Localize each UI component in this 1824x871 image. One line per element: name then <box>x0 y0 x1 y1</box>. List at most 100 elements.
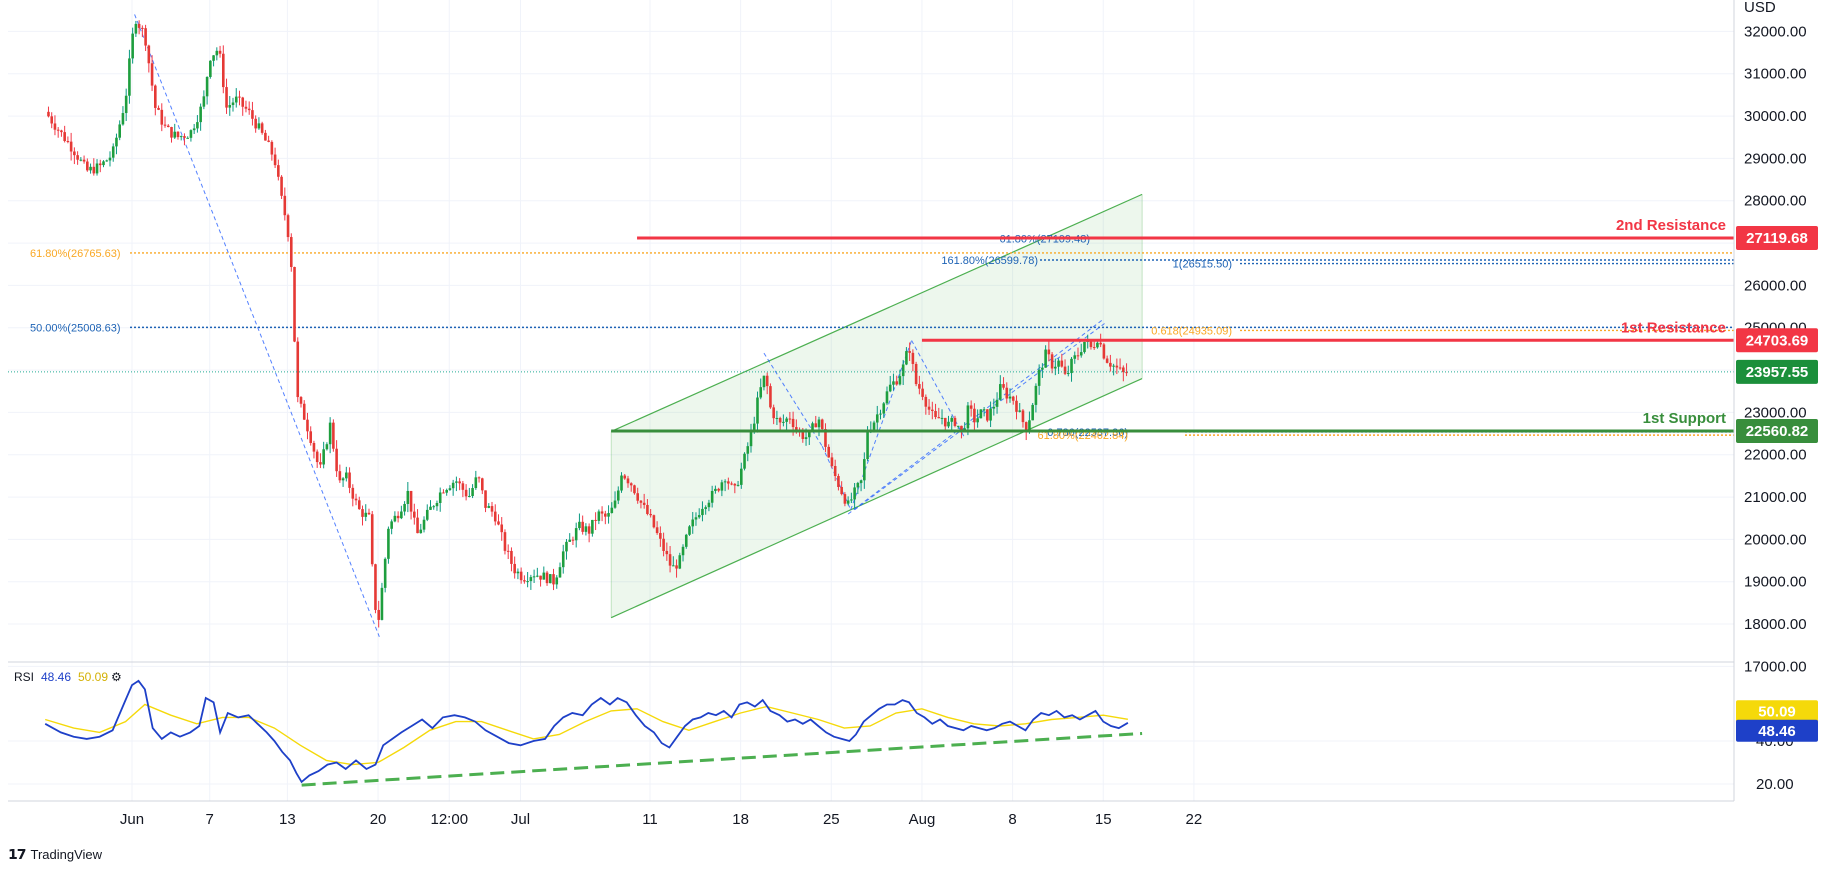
candle-body[interactable] <box>759 387 763 398</box>
candle-body[interactable] <box>937 417 941 419</box>
candle-body[interactable] <box>837 476 840 487</box>
candle-body[interactable] <box>1008 396 1012 399</box>
candle-body[interactable] <box>1089 340 1093 348</box>
candle-body[interactable] <box>704 507 707 509</box>
candle-body[interactable] <box>374 564 377 610</box>
candle-body[interactable] <box>277 165 280 177</box>
candle-body[interactable] <box>490 506 494 512</box>
candle-body[interactable] <box>225 87 228 108</box>
ascending-channel[interactable] <box>610 193 1143 619</box>
candle-body[interactable] <box>743 453 746 469</box>
candle-body[interactable] <box>626 478 630 484</box>
candle-body[interactable] <box>435 502 439 507</box>
candle-body[interactable] <box>1099 342 1102 345</box>
candle-body[interactable] <box>79 159 83 161</box>
candle-body[interactable] <box>830 457 834 467</box>
candle-body[interactable] <box>921 388 924 397</box>
candle-body[interactable] <box>607 513 610 517</box>
candle-body[interactable] <box>885 391 889 404</box>
candle-body[interactable] <box>438 492 442 503</box>
candle-body[interactable] <box>866 430 869 460</box>
candle-body[interactable] <box>668 554 672 566</box>
candle-body[interactable] <box>529 577 533 582</box>
candle-body[interactable] <box>749 431 753 447</box>
candle-body[interactable] <box>387 528 390 559</box>
candle-body[interactable] <box>639 500 643 503</box>
rsi-value-badge-bg[interactable] <box>1736 700 1818 723</box>
candle-body[interactable] <box>901 364 905 377</box>
candle-body[interactable] <box>519 571 523 581</box>
price-pane[interactable]: 61.80%(26765.63) 50.00%(25008.63) 61.80%(2… <box>8 0 1734 801</box>
candle-body[interactable] <box>228 105 232 108</box>
candle-body[interactable] <box>982 409 986 411</box>
candle-body[interactable] <box>154 85 157 108</box>
candle-body[interactable] <box>209 60 212 77</box>
candle-body[interactable] <box>778 417 782 423</box>
candle-body[interactable] <box>400 511 403 519</box>
candle-body[interactable] <box>328 422 332 445</box>
candle-body[interactable] <box>1063 366 1067 374</box>
candle-body[interactable] <box>1122 367 1125 373</box>
candle-body[interactable] <box>1057 360 1060 367</box>
candle-body[interactable] <box>189 130 193 138</box>
candle-body[interactable] <box>678 555 682 569</box>
rsi-trendline[interactable] <box>301 731 1143 787</box>
candle-body[interactable] <box>234 96 238 103</box>
channel-upper-line[interactable] <box>610 193 1143 432</box>
candle-body[interactable] <box>697 515 701 518</box>
candle-body[interactable] <box>565 541 568 552</box>
candle-body[interactable] <box>82 159 86 162</box>
candle-body[interactable] <box>396 515 400 519</box>
candle-body[interactable] <box>464 489 468 497</box>
candle-body[interactable] <box>963 428 966 431</box>
candle-body[interactable] <box>458 481 461 484</box>
candle-body[interactable] <box>1002 384 1005 388</box>
candle-body[interactable] <box>351 487 355 499</box>
candle-body[interactable] <box>1083 341 1086 353</box>
candle-body[interactable] <box>89 166 92 171</box>
candle-body[interactable] <box>879 413 882 415</box>
candle-body[interactable] <box>591 519 594 534</box>
candle-body[interactable] <box>795 427 798 430</box>
candle-body[interactable] <box>986 409 989 421</box>
candle-body[interactable] <box>267 140 270 142</box>
candle-body[interactable] <box>875 414 879 423</box>
candle-body[interactable] <box>992 406 996 409</box>
candle-body[interactable] <box>872 422 876 430</box>
candle-body[interactable] <box>183 136 186 138</box>
candle-body[interactable] <box>791 418 795 428</box>
candle-body[interactable] <box>425 509 429 520</box>
brand[interactable]: 𝟭𝟳 TradingView <box>8 846 102 863</box>
candle-body[interactable] <box>526 581 529 583</box>
candle-body[interactable] <box>998 384 1002 400</box>
candle-body[interactable] <box>150 63 154 86</box>
candle-body[interactable] <box>1092 347 1096 349</box>
candle-body[interactable] <box>765 375 769 387</box>
candle-body[interactable] <box>820 419 824 430</box>
candle-body[interactable] <box>299 397 303 404</box>
candle-body[interactable] <box>811 423 814 431</box>
rsi-ma-line[interactable] <box>44 703 1129 766</box>
candle-body[interactable] <box>646 504 649 514</box>
candle-body[interactable] <box>361 509 364 517</box>
candle-body[interactable] <box>345 472 348 479</box>
candle-body[interactable] <box>931 409 934 411</box>
candle-body[interactable] <box>302 403 306 420</box>
candle-body[interactable] <box>309 431 313 443</box>
candle-body[interactable] <box>513 563 516 574</box>
candle-body[interactable] <box>121 113 125 125</box>
candle-body[interactable] <box>244 106 248 109</box>
candle-body[interactable] <box>270 141 274 155</box>
candle-body[interactable] <box>714 488 717 491</box>
candle-body[interactable] <box>924 396 928 407</box>
candle-body[interactable] <box>416 517 419 534</box>
candle-body[interactable] <box>348 472 351 488</box>
candle-body[interactable] <box>620 475 623 491</box>
candle-body[interactable] <box>905 351 908 365</box>
candle-body[interactable] <box>176 131 180 138</box>
candle-body[interactable] <box>1024 422 1028 433</box>
candle-body[interactable] <box>843 494 847 504</box>
candle-body[interactable] <box>561 551 565 568</box>
candle-body[interactable] <box>111 146 115 158</box>
candle-body[interactable] <box>393 515 397 522</box>
